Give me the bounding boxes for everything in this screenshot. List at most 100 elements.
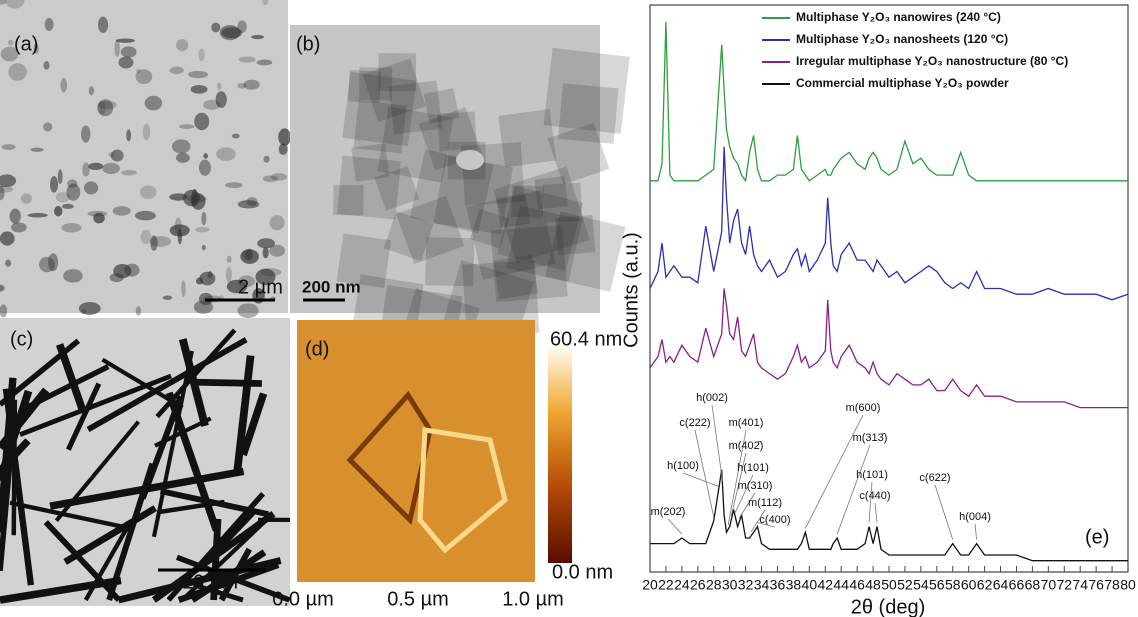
x-tick-label: 74 xyxy=(1072,577,1088,593)
particle xyxy=(81,309,86,314)
peak-arrow xyxy=(695,430,714,517)
x-tick-label: 36 xyxy=(770,577,786,593)
x-tick-label: 62 xyxy=(977,577,993,593)
particle xyxy=(48,253,58,271)
peak-arrow xyxy=(712,405,722,481)
hole xyxy=(456,150,484,170)
particle xyxy=(62,223,82,233)
particle xyxy=(82,162,90,176)
particle xyxy=(163,295,173,299)
x-tick-label: 68 xyxy=(1025,577,1041,593)
particle xyxy=(176,39,188,51)
particle xyxy=(176,153,190,163)
particle xyxy=(195,227,210,232)
x-tick-label: 48 xyxy=(865,577,881,593)
particle xyxy=(237,83,246,89)
particle xyxy=(181,280,185,297)
particle xyxy=(237,303,258,318)
x-tick-label: 26 xyxy=(690,577,706,593)
legend-entry: Multiphase Y₂O₃ nanosheets (120 °C) xyxy=(796,32,1008,46)
particle xyxy=(61,78,68,93)
peak-arrow xyxy=(869,482,872,523)
particle xyxy=(108,152,114,157)
x-tick-label: 66 xyxy=(1009,577,1025,593)
particle xyxy=(199,272,215,286)
particle xyxy=(257,60,273,66)
nanosheet xyxy=(378,53,416,91)
particle xyxy=(191,189,198,206)
peak-label: h(101) xyxy=(856,469,888,481)
particle xyxy=(216,147,236,161)
particle xyxy=(251,35,264,39)
colorbar-label: 0.0 nm xyxy=(552,561,613,583)
peak-label: h(100) xyxy=(667,460,699,472)
particle xyxy=(169,193,188,200)
panel-label: (e) xyxy=(1085,526,1109,548)
particle xyxy=(56,192,70,202)
x-tick-label: 32 xyxy=(738,577,754,593)
particle xyxy=(43,122,52,131)
nanosheet xyxy=(348,70,381,103)
particle xyxy=(145,96,163,111)
x-tick-label: 60 xyxy=(961,577,977,593)
particle xyxy=(43,61,49,70)
particle xyxy=(81,126,90,143)
peak-label: h(002) xyxy=(696,392,728,404)
x-tick-label: 78 xyxy=(1104,577,1120,593)
legend-entry: Irregular multiphase Y₂O₃ nanostructure … xyxy=(796,54,1068,68)
nanosheet xyxy=(491,225,568,302)
particle xyxy=(194,300,213,314)
particle xyxy=(136,306,141,316)
particle xyxy=(118,56,133,68)
particle xyxy=(21,193,32,203)
particle xyxy=(225,182,243,188)
micrographs xyxy=(0,0,630,606)
particle xyxy=(269,245,285,257)
particle xyxy=(237,20,247,33)
scale-bar-label: 10 µm xyxy=(182,571,238,593)
x-tick-label: 64 xyxy=(993,577,1009,593)
scale-bar-label: 2 µm xyxy=(238,276,283,298)
xrd-line xyxy=(650,147,1128,300)
peak-label: m(402̄) xyxy=(729,440,764,452)
peak-label: m(313̄) xyxy=(853,432,888,444)
image-d xyxy=(297,320,535,582)
particle xyxy=(136,69,153,84)
peak-arrow xyxy=(935,485,953,540)
peak-label: h(101) xyxy=(737,462,769,474)
particle xyxy=(211,23,220,33)
particle xyxy=(2,144,16,150)
peak-label: m(401) xyxy=(729,417,764,429)
nanosheet xyxy=(425,237,474,286)
x-tick-label: 70 xyxy=(1041,577,1057,593)
peak-label: c(222) xyxy=(679,417,710,429)
particle xyxy=(126,129,131,141)
particle xyxy=(93,213,105,223)
particle xyxy=(278,128,291,145)
x-axis-title: 2θ (deg) xyxy=(851,596,926,617)
particle xyxy=(54,206,62,216)
x-tick-label: 80 xyxy=(1120,577,1136,593)
peak-label: m(202̄) xyxy=(651,506,686,518)
x-tick-label: 30 xyxy=(722,577,738,593)
panel-label: (c) xyxy=(10,328,33,350)
particle xyxy=(179,124,194,129)
particle xyxy=(175,218,182,234)
particle xyxy=(232,134,240,139)
particle xyxy=(150,235,157,250)
particle xyxy=(140,185,156,199)
particle xyxy=(116,39,135,43)
peak-label: m(310) xyxy=(738,480,773,492)
particle xyxy=(98,17,108,33)
particle xyxy=(279,144,288,155)
nanowire xyxy=(196,382,262,383)
particle xyxy=(5,259,11,266)
legend-entry: Commercial multiphase Y₂O₃ powder xyxy=(796,76,1009,90)
particle xyxy=(30,148,43,152)
particle xyxy=(199,48,205,61)
particle xyxy=(0,231,15,245)
particle xyxy=(143,124,150,141)
particle xyxy=(260,268,281,276)
x-tick-label: 24 xyxy=(674,577,690,593)
panel-label: (d) xyxy=(305,338,329,360)
